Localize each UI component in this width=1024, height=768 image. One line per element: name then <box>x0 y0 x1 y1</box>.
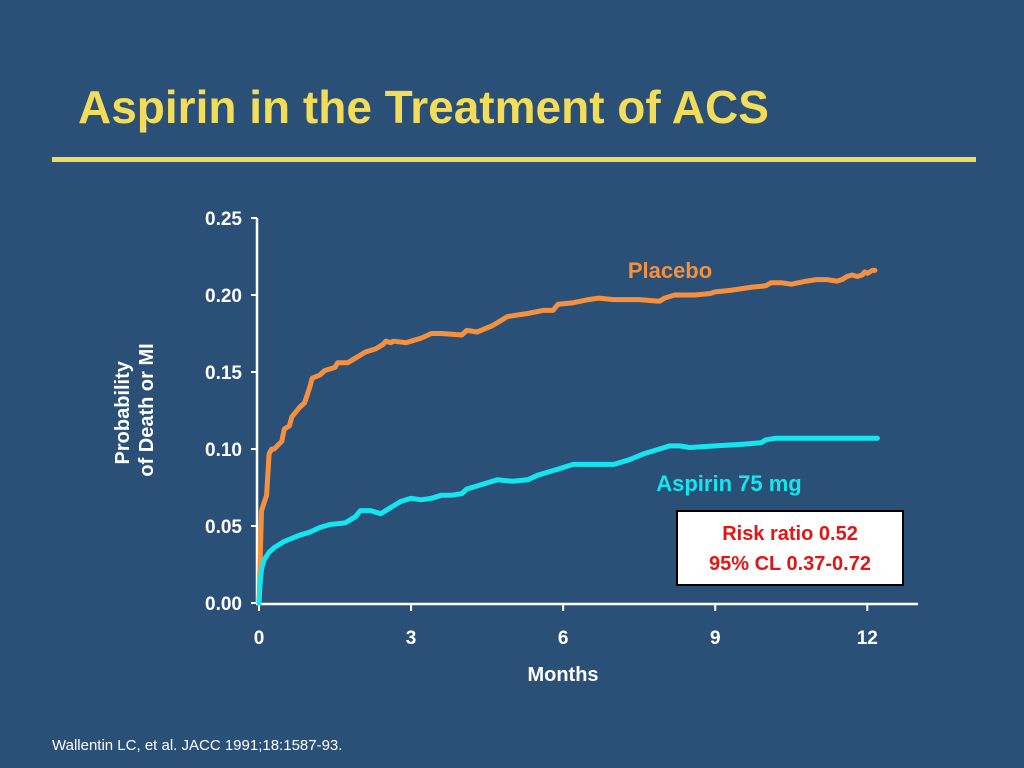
placebo-line <box>256 267 878 606</box>
y-axis-title-line-2: of Death or MI <box>136 343 158 476</box>
risk-ratio-box: Risk ratio 0.52 95% CL 0.37-0.72 <box>676 510 904 586</box>
confidence-limits-text: 95% CL 0.37-0.72 <box>709 553 871 575</box>
citation-footnote: Wallentin LC, et al. JACC 1991;18:1587-9… <box>52 737 343 754</box>
x-tick-label: 0 <box>254 628 265 649</box>
y-tick-label: 0.25 <box>205 209 242 230</box>
axes: 0.00 0.05 0.10 0.15 0.20 0.25 0 3 6 9 12 <box>205 209 918 649</box>
series-label-placebo: Placebo <box>628 258 712 283</box>
aspirin-line <box>256 435 880 606</box>
y-tick-label: 0.05 <box>205 517 242 538</box>
y-tick-label: 0.15 <box>205 363 242 384</box>
x-tick-label: 6 <box>558 628 569 649</box>
y-tick-label: 0.10 <box>205 440 242 461</box>
risk-ratio-text: Risk ratio 0.52 <box>722 523 858 545</box>
title-underline <box>52 157 976 162</box>
series-lines <box>256 267 880 606</box>
chart-labels: Months Probability of Death or MI Placeb… <box>112 258 802 686</box>
series-label-aspirin: Aspirin 75 mg <box>656 471 801 496</box>
x-tick-label: 9 <box>710 628 721 649</box>
x-tick-label: 3 <box>406 628 417 649</box>
x-tick-label: 12 <box>857 628 878 649</box>
x-axis-title: Months <box>527 664 598 686</box>
y-tick-label: 0.20 <box>205 286 242 307</box>
y-tick-label: 0.00 <box>205 594 242 615</box>
y-axis-title-line-1: Probability <box>112 360 134 464</box>
y-axis-title: Probability of Death or MI <box>112 343 158 476</box>
slide-title: Aspirin in the Treatment of ACS <box>78 81 769 133</box>
